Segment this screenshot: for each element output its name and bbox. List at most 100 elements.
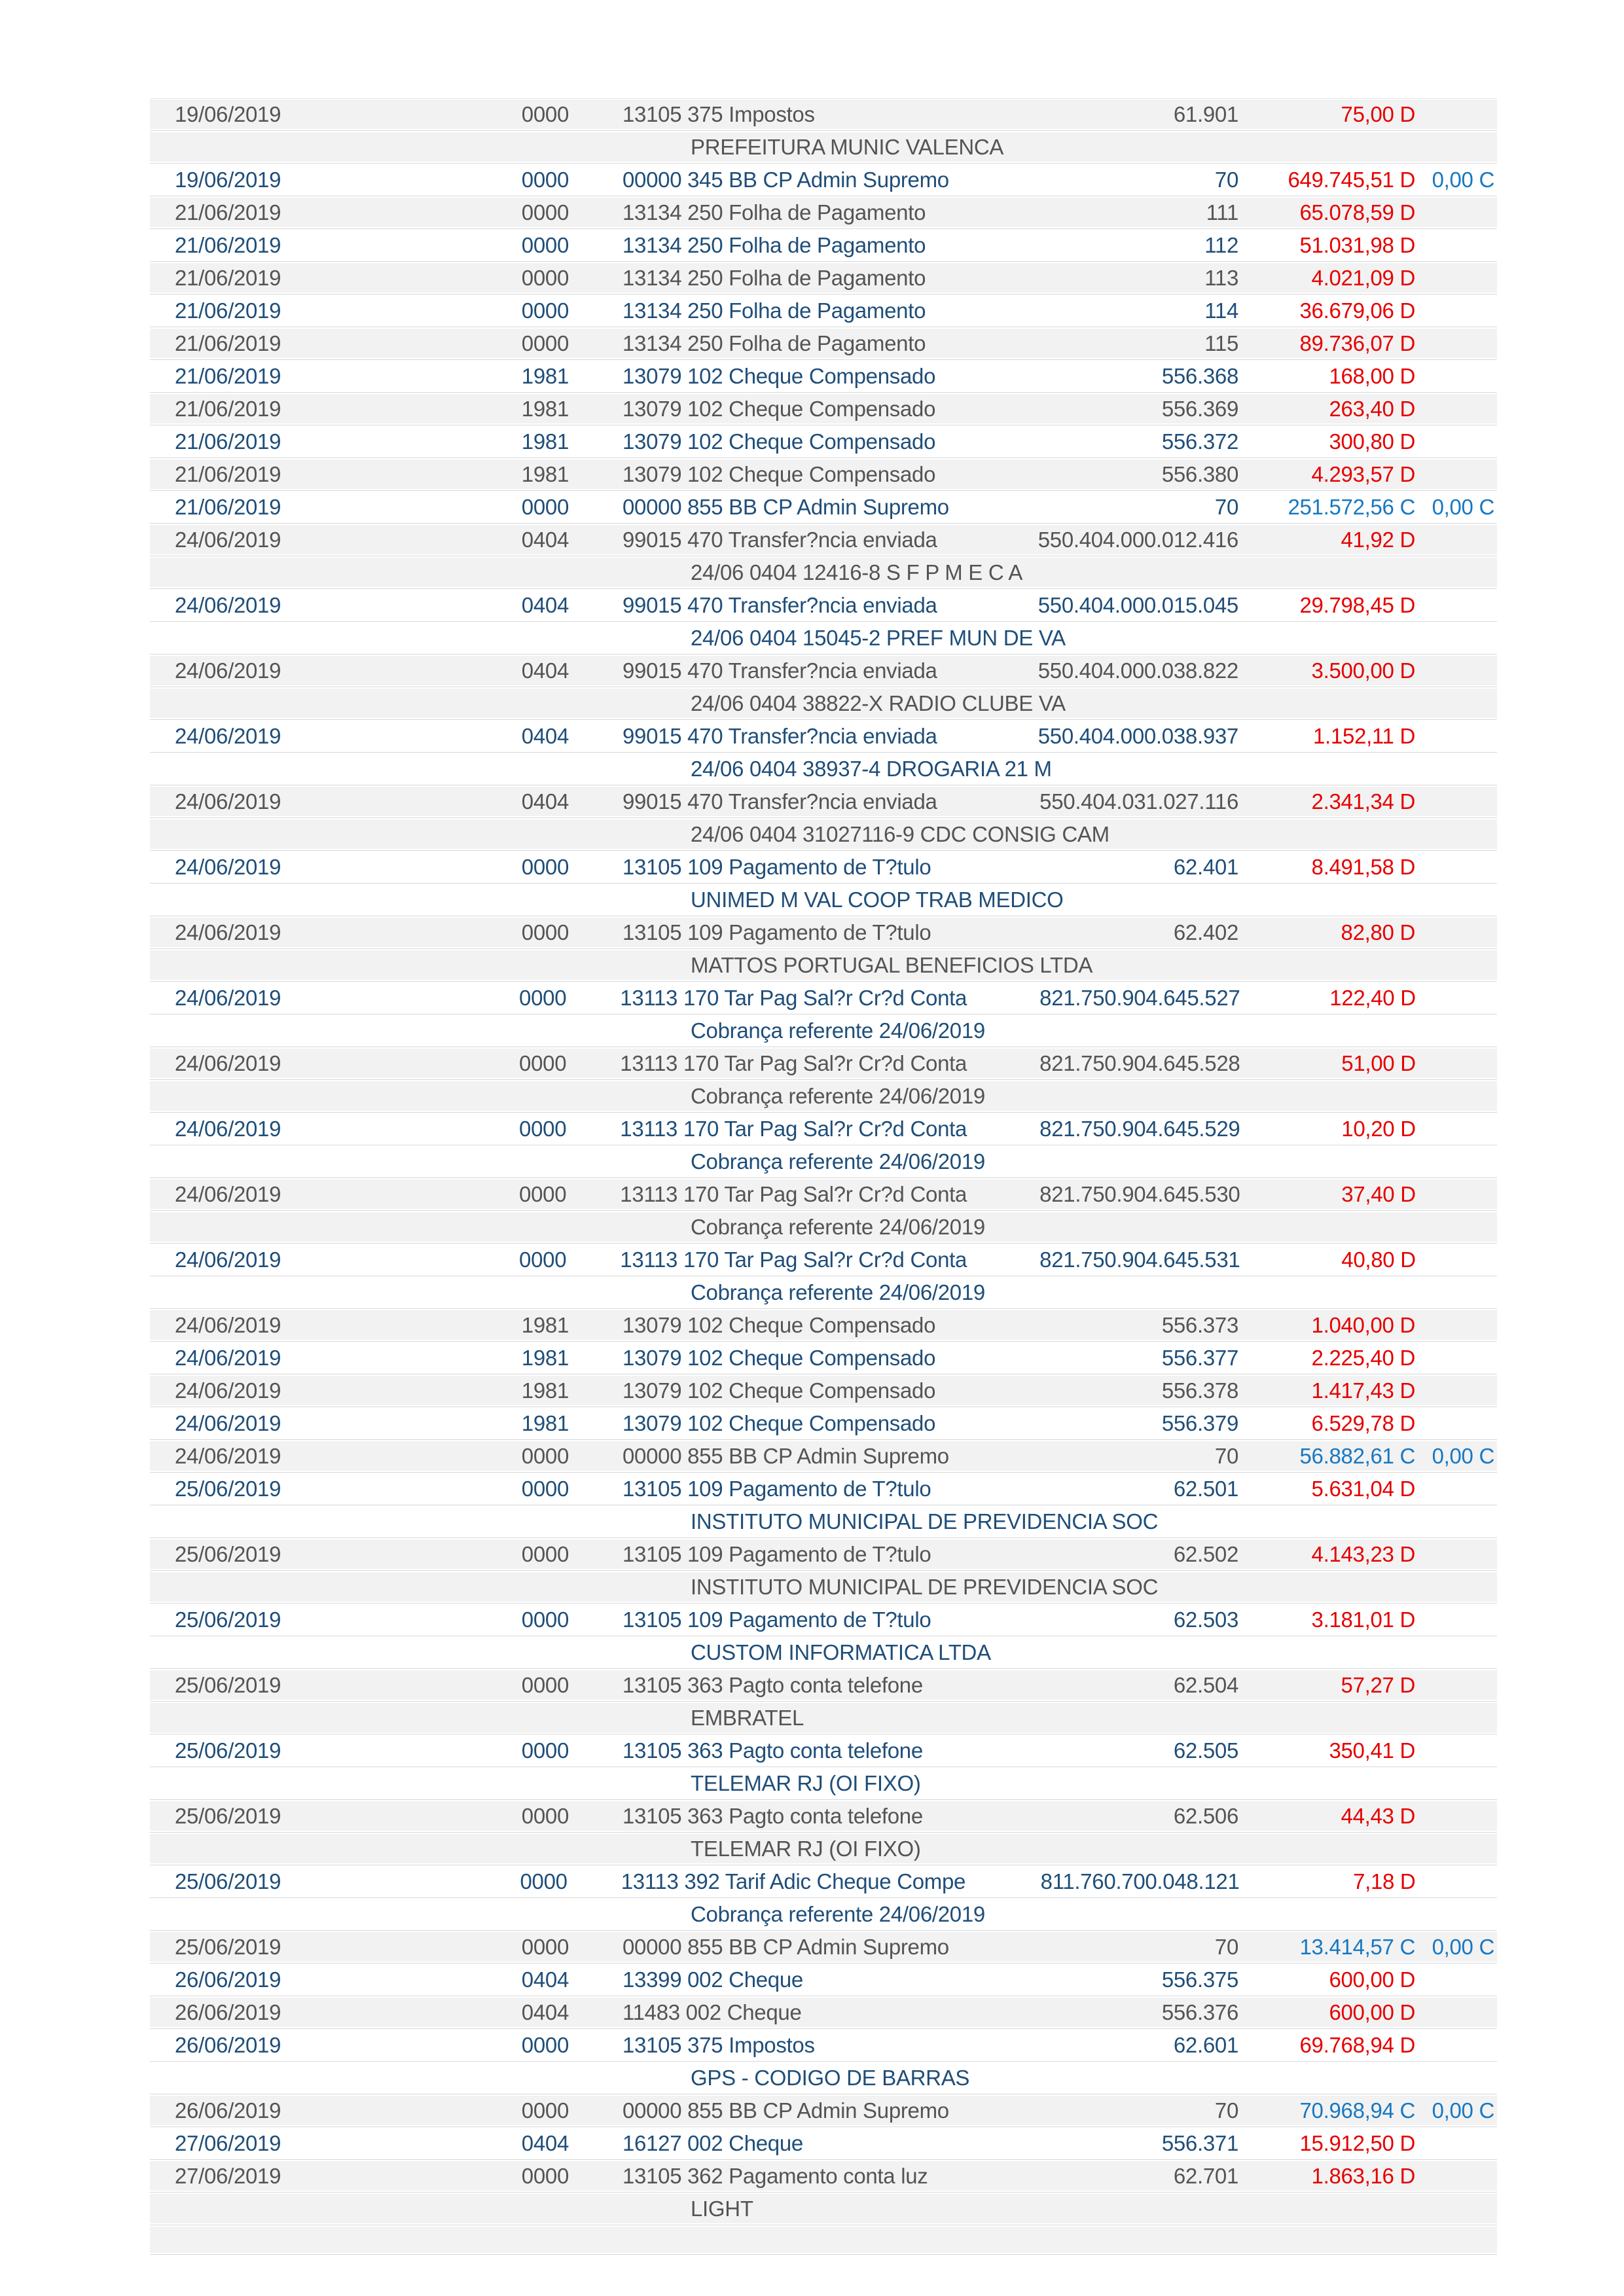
agency-cell: 0000 (521, 855, 569, 879)
table-detail-row: LIGHT (150, 2194, 1497, 2225)
agency-cell: 0404 (521, 528, 569, 552)
date-cell: 24/06/2019 (175, 855, 281, 879)
agency-cell: 0000 (521, 2033, 569, 2057)
table-detail-row: 24/06 0404 31027116-9 CDC CONSIG CAM (150, 819, 1497, 851)
detail-cell: Cobrança referente 24/06/2019 (691, 1902, 985, 1926)
detail-cell: EMBRATEL (691, 1706, 804, 1730)
description-cell: 13079 102 Cheque Compensado (623, 1411, 936, 1435)
amount-cell: 37,40 D (1341, 1182, 1416, 1206)
description-cell: 13079 102 Cheque Compensado (623, 364, 936, 388)
document-cell: 62.502 (1173, 1542, 1238, 1566)
detail-cell: 24/06 0404 38822-X RADIO CLUBE VA (691, 691, 1066, 715)
document-cell: 111 (1206, 200, 1239, 224)
date-cell: 21/06/2019 (175, 266, 281, 290)
amount-cell: 29.798,45 D (1299, 593, 1415, 617)
amount-cell: 1.152,11 D (1312, 724, 1415, 748)
agency-cell: 0404 (521, 2131, 569, 2155)
date-cell: 19/06/2019 (175, 168, 281, 192)
detail-cell: PREFEITURA MUNIC VALENCA (691, 135, 1004, 159)
amount-cell: 251.572,56 C (1288, 495, 1415, 519)
table-row: 21/06/2019 1981 13079 102 Cheque Compens… (150, 459, 1497, 491)
date-cell: 24/06/2019 (175, 986, 281, 1010)
description-cell: 13105 363 Pagto conta telefone (623, 1673, 923, 1697)
date-cell: 24/06/2019 (175, 1444, 281, 1468)
description-cell: 00000 345 BB CP Admin Supremo (623, 168, 949, 192)
agency-cell: 0000 (521, 2098, 569, 2123)
table-footer-bar (150, 2227, 1497, 2255)
document-cell: 556.372 (1161, 429, 1238, 454)
table-row: 24/06/2019 1981 13079 102 Cheque Compens… (150, 1310, 1497, 1342)
amount-cell: 51.031,98 D (1299, 233, 1415, 257)
table-detail-row: Cobrança referente 24/06/2019 (150, 1081, 1497, 1113)
table-detail-row: 24/06 0404 12416-8 S F P M E C A (150, 558, 1497, 589)
detail-cell: 24/06 0404 15045-2 PREF MUN DE VA (691, 626, 1066, 650)
date-cell: 21/06/2019 (175, 298, 281, 323)
amount-cell: 649.745,51 D (1288, 168, 1415, 192)
document-cell: 70 (1214, 495, 1238, 519)
amount-cell: 4.021,09 D (1311, 266, 1416, 290)
agency-cell: 1981 (521, 397, 569, 421)
document-cell: 556.379 (1161, 1411, 1238, 1435)
table-detail-row: Cobrança referente 24/06/2019 (150, 1278, 1497, 1309)
description-cell: 13105 362 Pagamento conta luz (623, 2164, 928, 2188)
table-row: 24/06/2019 0000 00000 855 BB CP Admin Su… (150, 1441, 1497, 1473)
table-row: 26/06/2019 0404 11483 002 Cheque 556.376… (150, 1998, 1497, 2029)
agency-cell: 0000 (521, 1542, 569, 1566)
date-cell: 24/06/2019 (175, 1378, 281, 1403)
table-row: 19/06/2019 0000 13105 375 Impostos 61.90… (150, 98, 1497, 131)
agency-cell: 0000 (521, 102, 569, 126)
amount-cell: 10,20 D (1341, 1117, 1416, 1141)
description-cell: 13105 109 Pagamento de T?tulo (623, 1542, 931, 1566)
agency-cell: 0000 (520, 1869, 568, 1893)
description-cell: 13079 102 Cheque Compensado (623, 429, 936, 454)
table-row: 19/06/2019 0000 00000 345 BB CP Admin Su… (150, 165, 1497, 196)
amount-cell: 1.040,00 D (1311, 1313, 1416, 1337)
table-detail-row: Cobrança referente 24/06/2019 (150, 1016, 1497, 1047)
table-detail-row: PREFEITURA MUNIC VALENCA (150, 132, 1497, 164)
table-detail-row: TELEMAR RJ (OI FIXO) (150, 1834, 1497, 1865)
date-cell: 24/06/2019 (175, 1182, 281, 1206)
amount-cell: 75,00 D (1341, 102, 1416, 126)
detail-cell: TELEMAR RJ (OI FIXO) (691, 1771, 921, 1795)
table-row: 25/06/2019 0000 00000 855 BB CP Admin Su… (150, 1932, 1497, 1964)
table-row: 25/06/2019 0000 13105 109 Pagamento de T… (150, 1605, 1497, 1636)
table-row: 24/06/2019 0000 13105 109 Pagamento de T… (150, 852, 1497, 884)
table-row: 24/06/2019 0404 99015 470 Transfer?ncia … (150, 721, 1497, 753)
agency-cell: 1981 (521, 1346, 569, 1370)
detail-cell: TELEMAR RJ (OI FIXO) (691, 1837, 921, 1861)
date-cell: 25/06/2019 (175, 1477, 281, 1501)
description-cell: 00000 855 BB CP Admin Supremo (623, 1444, 949, 1468)
description-cell: 00000 855 BB CP Admin Supremo (623, 1935, 949, 1959)
agency-cell: 0000 (521, 495, 569, 519)
table-detail-row: GPS - CODIGO DE BARRAS (150, 2063, 1497, 2094)
agency-cell: 0404 (521, 789, 569, 814)
document-cell: 821.750.904.645.531 (1039, 1247, 1240, 1272)
document-cell: 556.376 (1161, 2000, 1238, 2024)
date-cell: 25/06/2019 (175, 1804, 281, 1828)
description-cell: 00000 855 BB CP Admin Supremo (623, 495, 949, 519)
description-cell: 99015 470 Transfer?ncia enviada (623, 724, 937, 748)
date-cell: 25/06/2019 (175, 1869, 281, 1893)
statement-table: 19/06/2019 0000 13105 375 Impostos 61.90… (150, 98, 1497, 2256)
amount-cell: 89.736,07 D (1299, 331, 1415, 355)
date-cell: 27/06/2019 (175, 2131, 281, 2155)
amount-cell: 2.341,34 D (1311, 789, 1416, 814)
amount-cell: 57,27 D (1341, 1673, 1416, 1697)
amount-cell: 41,92 D (1341, 528, 1416, 552)
table-detail-row: UNIMED M VAL COOP TRAB MEDICO (150, 885, 1497, 916)
description-cell: 11483 002 Cheque (623, 2000, 802, 2024)
date-cell: 25/06/2019 (175, 1542, 281, 1566)
description-cell: 13113 170 Tar Pag Sal?r Cr?d Conta (620, 986, 967, 1010)
date-cell: 24/06/2019 (175, 789, 281, 814)
document-cell: 556.371 (1161, 2131, 1238, 2155)
amount-cell: 70.968,94 C (1299, 2098, 1415, 2123)
document-cell: 556.375 (1161, 1967, 1238, 1992)
amount-cell: 122,40 D (1329, 986, 1416, 1010)
agency-cell: 0404 (521, 658, 569, 683)
table-row: 27/06/2019 0404 16127 002 Cheque 556.371… (150, 2128, 1497, 2160)
date-cell: 24/06/2019 (175, 724, 281, 748)
amount-cell: 65.078,59 D (1299, 200, 1415, 224)
amount-cell: 600,00 D (1329, 2000, 1415, 2024)
table-row: 21/06/2019 0000 13134 250 Folha de Pagam… (150, 198, 1497, 229)
document-cell: 70 (1214, 1444, 1238, 1468)
